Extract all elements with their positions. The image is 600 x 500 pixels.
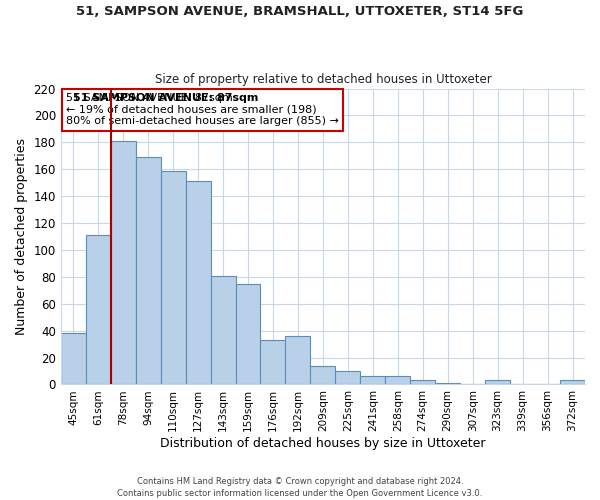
Bar — [560, 380, 585, 384]
Bar — [111, 141, 136, 384]
Bar — [86, 235, 111, 384]
Bar — [361, 376, 385, 384]
Bar — [485, 380, 510, 384]
Bar — [260, 340, 286, 384]
Bar — [185, 182, 211, 384]
Bar — [161, 170, 185, 384]
Text: 51, SAMPSON AVENUE, BRAMSHALL, UTTOXETER, ST14 5FG: 51, SAMPSON AVENUE, BRAMSHALL, UTTOXETER… — [76, 5, 524, 18]
Bar — [385, 376, 410, 384]
Bar — [61, 334, 86, 384]
Bar — [286, 336, 310, 384]
Bar — [211, 276, 236, 384]
Text: 51 SAMPSON AVENUE: 87sqm: 51 SAMPSON AVENUE: 87sqm — [73, 93, 258, 103]
Bar — [236, 284, 260, 384]
Bar — [435, 383, 460, 384]
Bar — [310, 366, 335, 384]
Title: Size of property relative to detached houses in Uttoxeter: Size of property relative to detached ho… — [155, 73, 491, 86]
Bar — [136, 157, 161, 384]
Bar — [410, 380, 435, 384]
X-axis label: Distribution of detached houses by size in Uttoxeter: Distribution of detached houses by size … — [160, 437, 485, 450]
Text: 51 SAMPSON AVENUE: 87sqm
← 19% of detached houses are smaller (198)
80% of semi-: 51 SAMPSON AVENUE: 87sqm ← 19% of detach… — [66, 93, 339, 126]
Bar — [335, 371, 361, 384]
Y-axis label: Number of detached properties: Number of detached properties — [15, 138, 28, 335]
Text: Contains HM Land Registry data © Crown copyright and database right 2024.
Contai: Contains HM Land Registry data © Crown c… — [118, 476, 482, 498]
